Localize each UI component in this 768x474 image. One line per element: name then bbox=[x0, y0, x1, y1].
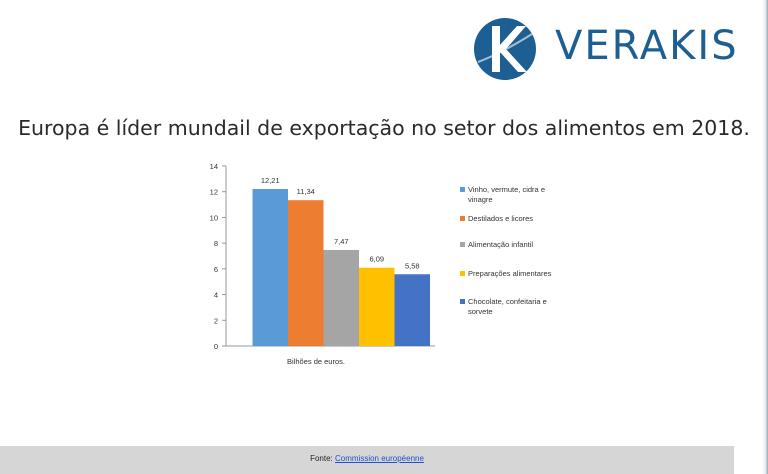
y-tick-label: 10 bbox=[210, 213, 218, 222]
source-link[interactable]: Commission européenne bbox=[334, 454, 424, 463]
legend-swatch bbox=[460, 299, 465, 304]
source-line: Fonte: Commission européenne bbox=[0, 454, 734, 463]
legend-swatch bbox=[460, 271, 465, 276]
page-title: Europa é líder mundail de exportação no … bbox=[18, 116, 750, 140]
legend-swatch bbox=[460, 216, 465, 221]
data-label: 12,21 bbox=[261, 176, 280, 185]
y-tick-label: 14 bbox=[210, 162, 218, 171]
y-tick-label: 4 bbox=[214, 291, 218, 300]
bar bbox=[394, 274, 430, 346]
legend-label: Chocolate, confeitaria e sorvete bbox=[468, 297, 547, 316]
legend-swatch bbox=[460, 242, 465, 247]
legend-swatch bbox=[460, 187, 465, 192]
bar bbox=[359, 267, 395, 346]
source-prefix: Fonte: bbox=[310, 454, 335, 463]
bar bbox=[288, 200, 324, 346]
data-label: 5,58 bbox=[405, 261, 420, 270]
bar bbox=[252, 189, 288, 346]
x-category-label: Bilhões de euros. bbox=[287, 357, 345, 366]
y-tick-label: 6 bbox=[214, 265, 218, 274]
legend-label: Vinho, vermute, cidra e vinagre bbox=[468, 185, 545, 204]
y-tick-label: 0 bbox=[214, 342, 218, 351]
y-tick-label: 2 bbox=[214, 316, 218, 325]
verakis-logo-icon bbox=[474, 18, 536, 80]
data-label: 7,47 bbox=[334, 237, 349, 246]
legend-label: Alimentação infantil bbox=[468, 240, 533, 249]
brand-name: VERAKIS bbox=[555, 23, 739, 69]
legend-label: Destilados e licores bbox=[468, 214, 533, 223]
data-label: 6,09 bbox=[369, 255, 384, 264]
source-footer: Fonte: Commission européenne bbox=[0, 446, 734, 474]
bar bbox=[323, 249, 359, 346]
y-tick-label: 12 bbox=[210, 188, 218, 197]
y-tick-label: 8 bbox=[214, 239, 218, 248]
bar-chart: 0 2 4 6 8 10 12 14 12,21 11,34 7,47 6,09 5,58 Bilhões… bbox=[210, 162, 552, 366]
legend-label: Preparações alimentares bbox=[468, 269, 552, 278]
page-edge-shadow bbox=[762, 0, 768, 474]
data-label: 11,34 bbox=[297, 187, 315, 196]
